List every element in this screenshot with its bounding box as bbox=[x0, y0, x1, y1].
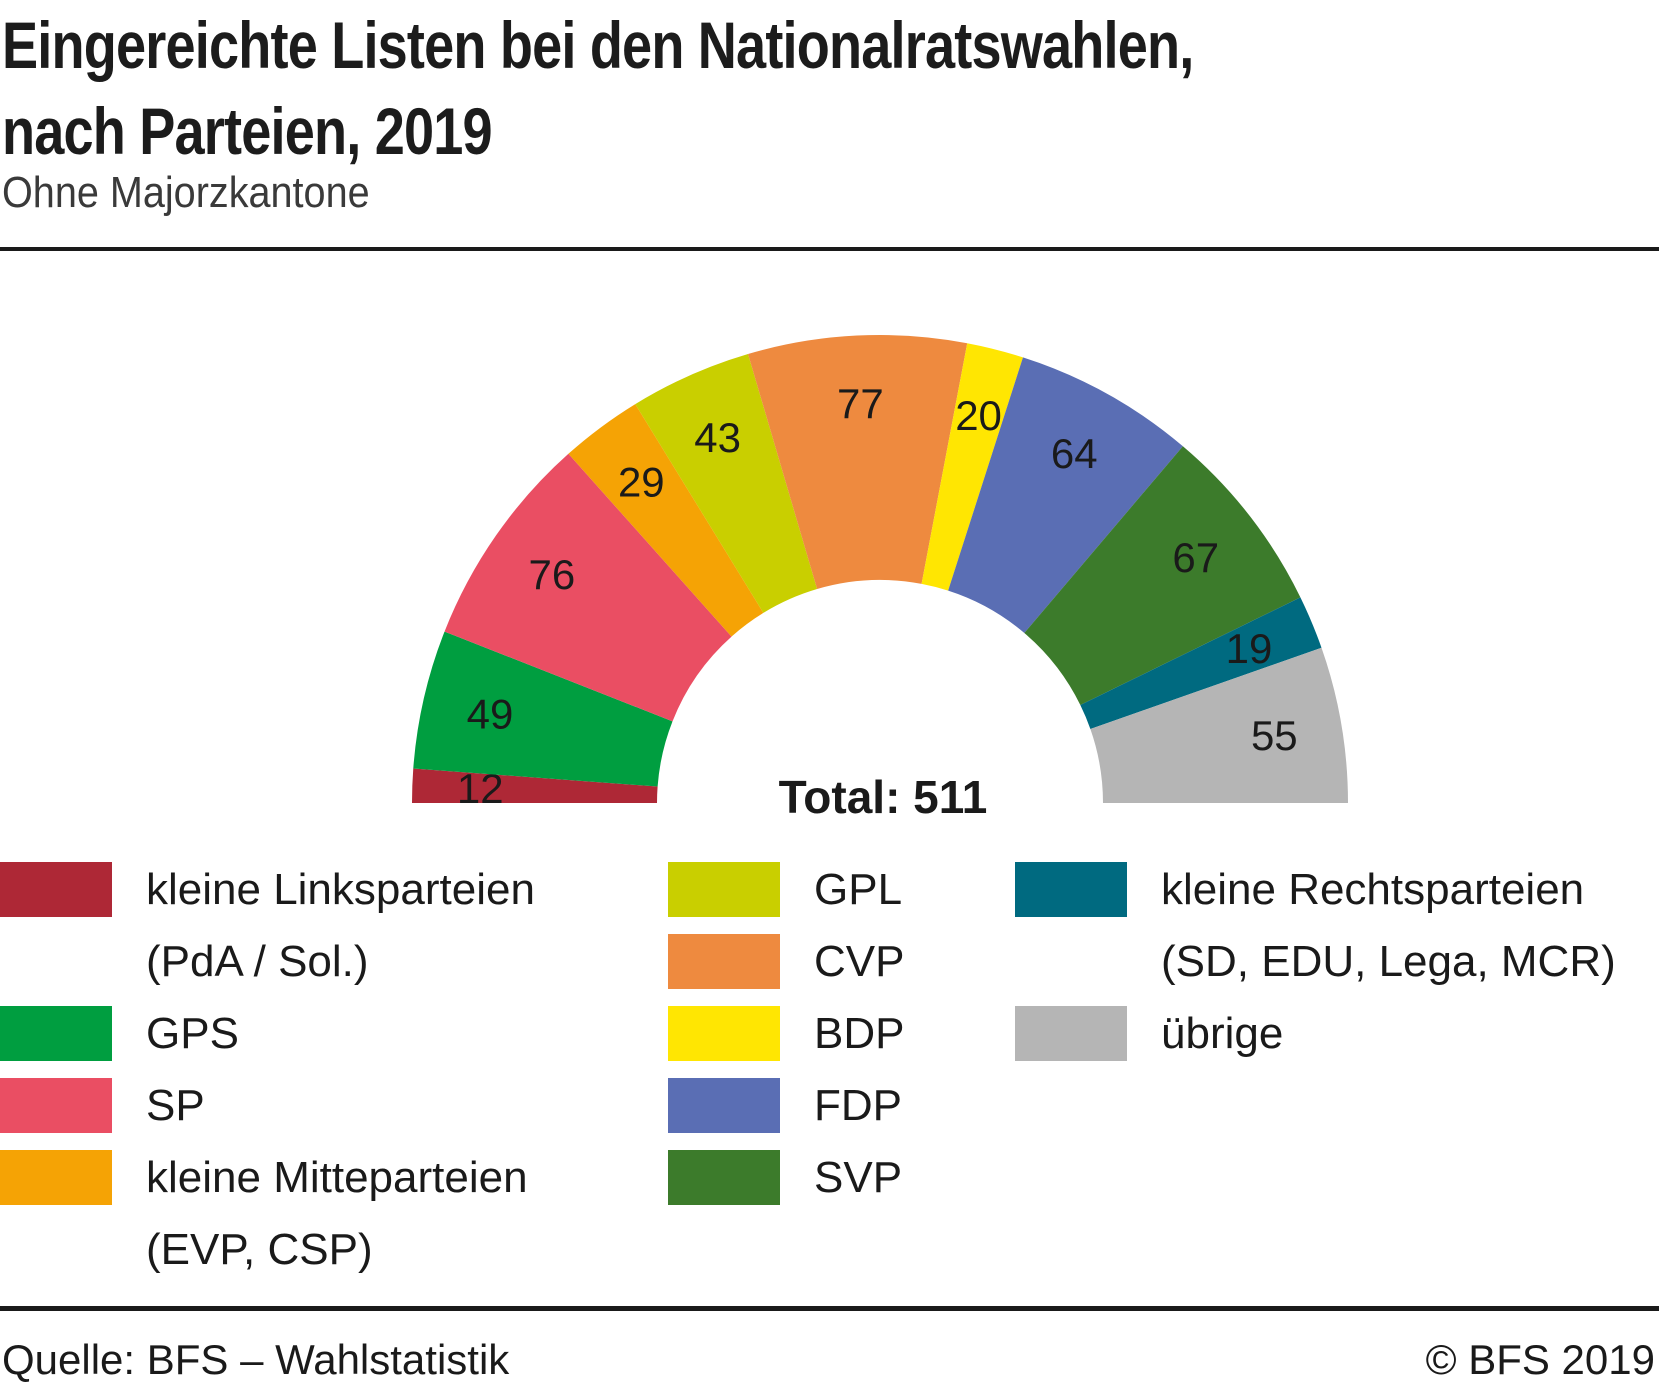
legend-label-line: kleine Linksparteien bbox=[146, 865, 535, 914]
wedge-fdp bbox=[948, 357, 1183, 634]
legend-swatch-svp bbox=[668, 1150, 780, 1205]
legend-item-uebrige: übrige bbox=[1015, 998, 1616, 1070]
legend-label-fdp: FDP bbox=[814, 1070, 902, 1142]
legend-swatch-sp bbox=[0, 1078, 112, 1133]
legend-label-line: kleine Rechtsparteien bbox=[1161, 865, 1585, 914]
copyright-note: © BFS 2019 bbox=[1425, 1336, 1655, 1383]
legend-swatch-gps bbox=[0, 1006, 112, 1061]
page-title-line2: nach Parteien, 2019 bbox=[2, 94, 493, 168]
legend-item-sp: SP bbox=[0, 1070, 535, 1142]
footer: Quelle: BFS – Wahlstatistik © BFS 2019 bbox=[2, 1336, 1655, 1384]
legend-label-line: (EVP, CSP) bbox=[146, 1225, 373, 1274]
wedge-cvp bbox=[748, 334, 968, 590]
legend-label-line: SP bbox=[146, 1081, 205, 1130]
legend-item-fdp: FDP bbox=[668, 1070, 904, 1142]
wedge-gpl bbox=[635, 353, 818, 613]
legend-column-right: kleine Rechtsparteien (SD, EDU, Lega, MCR… bbox=[1015, 854, 1616, 1070]
legend-label-line: BDP bbox=[814, 1009, 905, 1058]
legend-label-line: SVP bbox=[814, 1153, 903, 1202]
wedge-kleine-mitteparteien bbox=[568, 404, 764, 637]
legend-label-bdp: BDP bbox=[814, 998, 904, 1070]
page-title: Eingereichte Listen bei den Nationalrats… bbox=[2, 2, 1194, 174]
page-subtitle: Ohne Majorzkantone bbox=[2, 168, 370, 217]
legend-swatch-gpl bbox=[668, 862, 780, 917]
legend-label-kleine-linksparteien: kleine Linksparteien (PdA / Sol.) bbox=[146, 854, 535, 998]
legend-swatch-bdp bbox=[668, 1006, 780, 1061]
legend-column-left: kleine Linksparteien (PdA / Sol.) GPS SP kle… bbox=[0, 854, 535, 1286]
wedge-value-kleine-rechtsparteien: 19 bbox=[1226, 625, 1273, 672]
source-note: Quelle: BFS – Wahlstatistik bbox=[2, 1336, 510, 1383]
legend-label-line: (PdA / Sol.) bbox=[146, 937, 369, 986]
wedge-bdp bbox=[921, 343, 1023, 591]
legend-label-kleine-mitteparteien: kleine Mitteparteien (EVP, CSP) bbox=[146, 1142, 528, 1286]
wedge-value-kleine-mitteparteien: 29 bbox=[618, 459, 665, 506]
legend-swatch-kleine-linksparteien bbox=[0, 862, 112, 917]
legend-item-cvp: CVP bbox=[668, 926, 904, 998]
footer-divider bbox=[0, 1306, 1659, 1311]
legend-label-cvp: CVP bbox=[814, 926, 904, 998]
legend-label-line: GPL bbox=[814, 865, 903, 914]
legend-swatch-kleine-mitteparteien bbox=[0, 1150, 112, 1205]
legend-item-gpl: GPL bbox=[668, 854, 904, 926]
legend-label-line: FDP bbox=[814, 1081, 902, 1130]
wedge-value-fdp: 64 bbox=[1051, 430, 1098, 477]
legend-item-kleine-linksparteien: kleine Linksparteien (PdA / Sol.) bbox=[0, 854, 535, 998]
legend-column-middle: GPL CVP BDP FDP SVP bbox=[668, 854, 904, 1214]
wedge-kleine-linksparteien bbox=[412, 768, 658, 803]
wedge-value-gps: 49 bbox=[467, 690, 514, 737]
legend-label-line: kleine Mitteparteien bbox=[146, 1153, 528, 1202]
wedge-value-cvp: 77 bbox=[837, 380, 884, 427]
legend-swatch-cvp bbox=[668, 934, 780, 989]
legend-item-kleine-rechtsparteien: kleine Rechtsparteien (SD, EDU, Lega, MCR… bbox=[1015, 854, 1616, 998]
legend-swatch-fdp bbox=[668, 1078, 780, 1133]
legend-label-line: (SD, EDU, Lega, MCR) bbox=[1161, 937, 1616, 986]
wedge-value-sp: 76 bbox=[528, 551, 575, 598]
wedge-svp bbox=[1024, 446, 1301, 706]
wedge-value-uebrige: 55 bbox=[1251, 712, 1298, 759]
legend-item-gps: GPS bbox=[0, 998, 535, 1070]
page-title-line1: Eingereichte Listen bei den Nationalrats… bbox=[2, 8, 1194, 82]
legend-label-kleine-rechtsparteien: kleine Rechtsparteien (SD, EDU, Lega, MCR… bbox=[1161, 854, 1616, 998]
legend-label-uebrige: übrige bbox=[1161, 998, 1283, 1070]
legend-item-svp: SVP bbox=[668, 1142, 904, 1214]
legend-label-line: CVP bbox=[814, 937, 905, 986]
legend-swatch-kleine-rechtsparteien bbox=[1015, 862, 1127, 917]
wedge-value-gpl: 43 bbox=[694, 414, 741, 461]
wedge-uebrige bbox=[1090, 647, 1348, 803]
legend-label-line: GPS bbox=[146, 1009, 239, 1058]
wedge-value-bdp: 20 bbox=[955, 392, 1002, 439]
legend-label-sp: SP bbox=[146, 1070, 205, 1142]
legend-item-bdp: BDP bbox=[668, 998, 904, 1070]
legend-swatch-uebrige bbox=[1015, 1006, 1127, 1061]
legend-label-gpl: GPL bbox=[814, 854, 902, 926]
legend-label-gps: GPS bbox=[146, 998, 239, 1070]
legend-label-svp: SVP bbox=[814, 1142, 902, 1214]
header-divider bbox=[0, 247, 1659, 251]
wedge-sp bbox=[444, 453, 732, 722]
wedge-gps bbox=[413, 631, 673, 787]
chart-total-label: Total: 511 bbox=[778, 771, 988, 823]
legend-label-line: übrige bbox=[1161, 1009, 1284, 1058]
legend-item-kleine-mitteparteien: kleine Mitteparteien (EVP, CSP) bbox=[0, 1142, 535, 1286]
wedge-value-svp: 67 bbox=[1172, 534, 1219, 581]
wedge-kleine-rechtsparteien bbox=[1080, 597, 1322, 730]
